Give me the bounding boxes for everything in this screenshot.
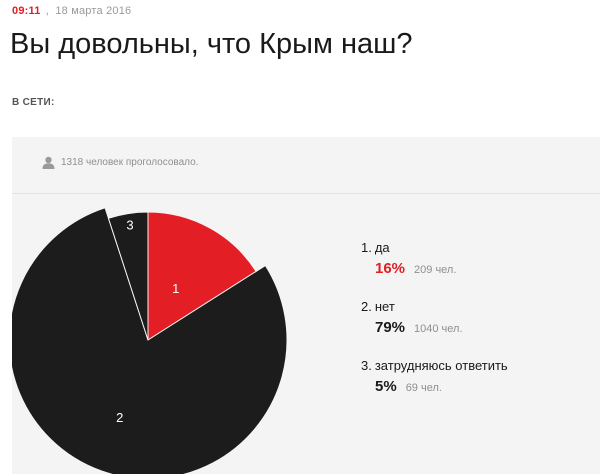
panel-divider — [12, 193, 600, 194]
poll-pie-chart: 1 2 3 — [12, 207, 288, 474]
poll-option-1: 1. да 16% 209 чел. — [361, 237, 508, 296]
pie-slice-3 — [107, 211, 149, 341]
option-number: 2. — [361, 298, 372, 314]
poll-option-2: 2. нет 79% 1040 чел. — [361, 296, 508, 355]
voters-count-text: 1318 человек проголосовало. — [61, 157, 199, 168]
article-meta: 09:11 , 18 марта 2016 — [12, 5, 131, 17]
option-count: 69 чел. — [405, 382, 442, 394]
option-count: 1040 чел. — [414, 323, 463, 335]
pie-slice-label-2: 2 — [116, 410, 123, 425]
option-number: 3. — [361, 357, 372, 373]
user-icon — [42, 156, 55, 169]
pie-slice-label-1: 1 — [172, 281, 179, 296]
option-label: да — [374, 239, 390, 255]
page-title: Вы довольны, что Крым наш? — [10, 28, 413, 60]
publish-date: 18 марта 2016 — [55, 5, 132, 17]
poll-option-3: 3. затрудняюсь ответить 5% 69 чел. — [361, 355, 508, 414]
option-number: 1. — [361, 239, 372, 255]
meta-separator: , — [45, 5, 50, 17]
option-percent: 5% — [375, 378, 397, 395]
pie-slice-2 — [12, 207, 288, 474]
poll-options: 1. да 16% 209 чел. 2. нет 79% 1040 чел. … — [361, 237, 508, 414]
section-label: В СЕТИ: — [12, 97, 55, 108]
option-count: 209 чел. — [414, 264, 457, 276]
pie-slice-label-3: 3 — [126, 218, 133, 233]
pie-slice-1 — [147, 211, 257, 341]
voters-summary: 1318 человек проголосовало. — [42, 156, 198, 169]
option-label: нет — [374, 298, 395, 314]
publish-time: 09:11 — [12, 5, 41, 17]
option-percent: 79% — [375, 319, 406, 336]
option-label: затрудняюсь ответить — [374, 357, 508, 373]
poll-panel: 1318 человек проголосовало. 1 2 3 1. да 16… — [12, 137, 600, 474]
option-percent: 16% — [375, 260, 406, 277]
